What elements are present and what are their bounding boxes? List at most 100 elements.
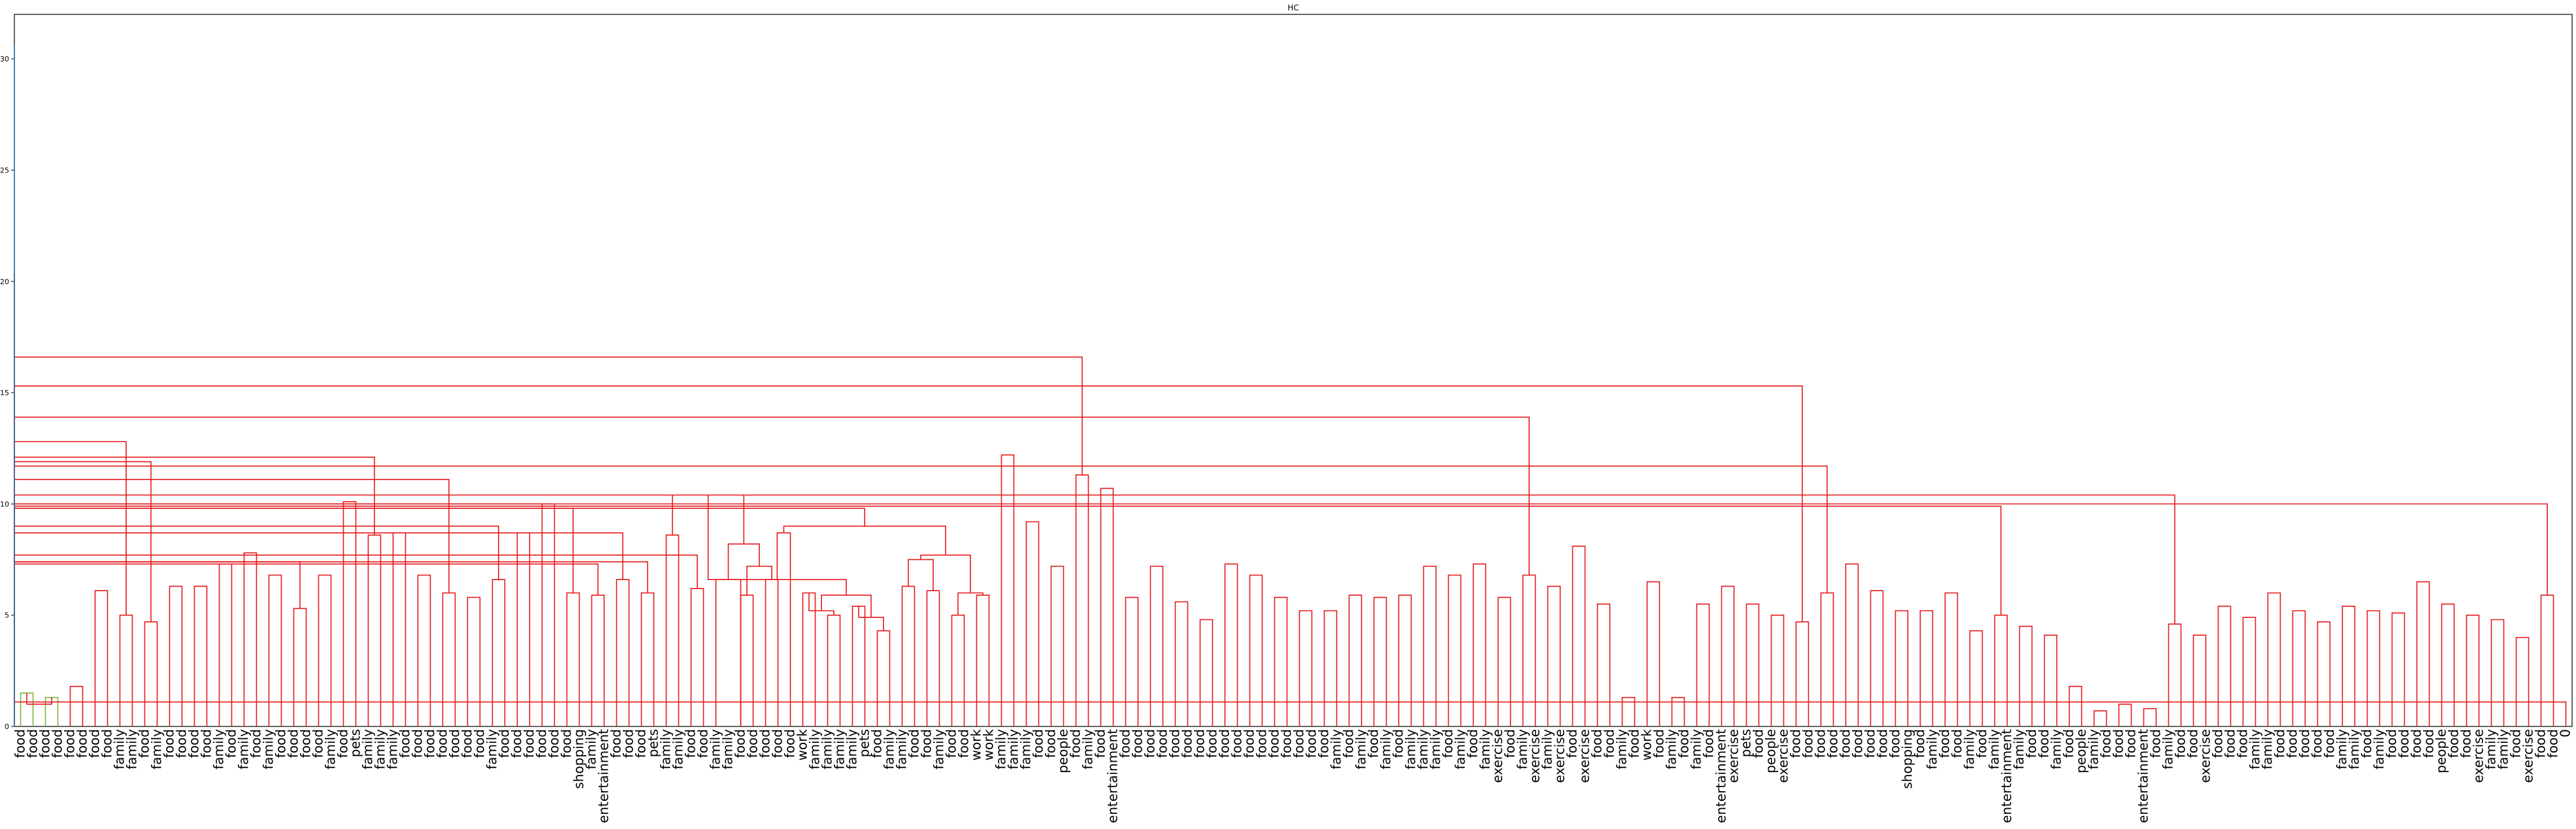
dendrogram-link bbox=[715, 579, 742, 726]
leaf-label: food bbox=[2210, 729, 2226, 758]
leaf-label: food bbox=[1316, 729, 1332, 758]
y-tick-label-20: 20 bbox=[0, 278, 9, 286]
dendrogram-link bbox=[2192, 634, 2207, 726]
leaf-label: exercise bbox=[1775, 729, 1791, 783]
dendrogram-link bbox=[2341, 606, 2356, 726]
leaf-label: food bbox=[2322, 729, 2337, 758]
dendrogram-link bbox=[926, 590, 940, 726]
dendrogram-link bbox=[1075, 474, 1089, 726]
leaf-label: work bbox=[968, 729, 984, 761]
leaf-label: food bbox=[435, 729, 450, 758]
leaf-label: family bbox=[807, 729, 823, 770]
leaf-label: family bbox=[993, 729, 1009, 770]
leaf-label: food bbox=[2222, 729, 2238, 758]
dendrogram-link bbox=[268, 574, 282, 726]
leaf-label: food bbox=[633, 729, 649, 758]
leaf-label: food bbox=[1254, 729, 1270, 758]
leaf-label: food bbox=[199, 729, 214, 758]
leaf-label: food bbox=[1465, 729, 1481, 758]
leaf-label: food bbox=[695, 729, 711, 758]
leaf-label: family bbox=[2247, 729, 2263, 770]
leaf-label: family bbox=[1478, 729, 1493, 770]
dendrogram-link bbox=[14, 465, 1828, 726]
leaf-label: food bbox=[1800, 729, 1816, 758]
dendrogram-link bbox=[14, 356, 1083, 726]
leaf-label: food bbox=[1949, 729, 1965, 758]
leaf-label: pets bbox=[1738, 729, 1754, 757]
leaf-label: family bbox=[236, 729, 252, 770]
leaf-label: food bbox=[2111, 729, 2126, 758]
leaf-label: family bbox=[323, 729, 339, 770]
dendrogram-link bbox=[2019, 625, 2033, 726]
leaf-label: food bbox=[12, 729, 28, 758]
dendrogram-link bbox=[2242, 617, 2256, 726]
leaf-label: food bbox=[559, 729, 574, 758]
dendrogram-link bbox=[776, 532, 791, 726]
leaf-label: food bbox=[1651, 729, 1667, 758]
leaf-label: people bbox=[1763, 729, 1779, 773]
leaf-label: food bbox=[1279, 729, 1295, 758]
y-tick-label-5: 5 bbox=[5, 611, 9, 620]
dendrogram-link bbox=[1969, 630, 1983, 726]
leaf-label: work bbox=[795, 729, 810, 761]
leaf-label: family bbox=[1428, 729, 1444, 770]
leaf-label: food bbox=[2285, 729, 2300, 758]
leaf-label: family bbox=[658, 729, 674, 770]
dendrogram-link bbox=[1373, 596, 1387, 726]
leaf-label: work bbox=[981, 729, 997, 761]
dendrogram-link bbox=[318, 574, 332, 726]
leaf-label: food bbox=[621, 729, 636, 758]
leaf-label: food bbox=[869, 729, 885, 758]
leaf-label: food bbox=[459, 729, 475, 758]
leaf-label: food bbox=[2098, 729, 2114, 758]
dendrogram-link bbox=[1398, 594, 1412, 726]
leaf-label: food bbox=[2061, 729, 2077, 758]
leaf-label: food bbox=[509, 729, 525, 758]
dendrogram-link bbox=[740, 594, 754, 726]
leaf-label: food bbox=[273, 729, 289, 758]
leaf-label: food bbox=[2359, 729, 2375, 758]
leaf-label: food bbox=[2446, 729, 2462, 758]
leaf-label: family bbox=[1415, 729, 1431, 770]
dendrogram-link bbox=[14, 505, 2002, 726]
dendrogram-link bbox=[957, 592, 983, 615]
leaf-label: family bbox=[360, 729, 376, 770]
leaf-label: food bbox=[2421, 729, 2437, 758]
dendrogram-link bbox=[442, 592, 456, 726]
leaf-label: family bbox=[1403, 729, 1419, 770]
dendrogram-link bbox=[1696, 603, 1710, 726]
leaf-label: food bbox=[1912, 729, 1928, 758]
leaf-label: food bbox=[1093, 729, 1108, 758]
dendrogram-link bbox=[951, 614, 965, 726]
leaf-label: people bbox=[2073, 729, 2089, 773]
dendrogram-link bbox=[2143, 707, 2157, 726]
leaf-label: 0 bbox=[2558, 729, 2573, 738]
leaf-label: food bbox=[223, 729, 239, 758]
dendrogram-link bbox=[802, 592, 816, 726]
dendrogram-link bbox=[2540, 594, 2554, 726]
leaf-label: family bbox=[670, 729, 686, 770]
leaf-label: family bbox=[720, 729, 736, 770]
leaf-label: food bbox=[1366, 729, 1381, 758]
leaf-label: food bbox=[1838, 729, 1853, 758]
leaf-label: exercise bbox=[1552, 729, 1568, 783]
leaf-label: family bbox=[261, 729, 276, 770]
leaf-label: food bbox=[74, 729, 90, 758]
dendrogram-link bbox=[920, 554, 971, 593]
leaf-label: family bbox=[1006, 729, 1021, 770]
leaf-label: food bbox=[1304, 729, 1319, 758]
leaf-label: family bbox=[372, 729, 388, 770]
leaf-label: food bbox=[310, 729, 326, 758]
dendrogram-link bbox=[14, 441, 127, 726]
leaf-label: family bbox=[2371, 729, 2387, 770]
leaf-label: food bbox=[944, 729, 959, 758]
leaf-label: food bbox=[1875, 729, 1891, 758]
leaf-label: food bbox=[2024, 729, 2039, 758]
dendrogram-link bbox=[26, 692, 52, 705]
dendrogram-link bbox=[14, 701, 2567, 726]
leaf-label: food bbox=[298, 729, 314, 758]
chart-title: HC bbox=[1287, 3, 1298, 12]
dendrogram-link bbox=[707, 495, 847, 596]
leaf-label: family bbox=[1664, 729, 1679, 770]
